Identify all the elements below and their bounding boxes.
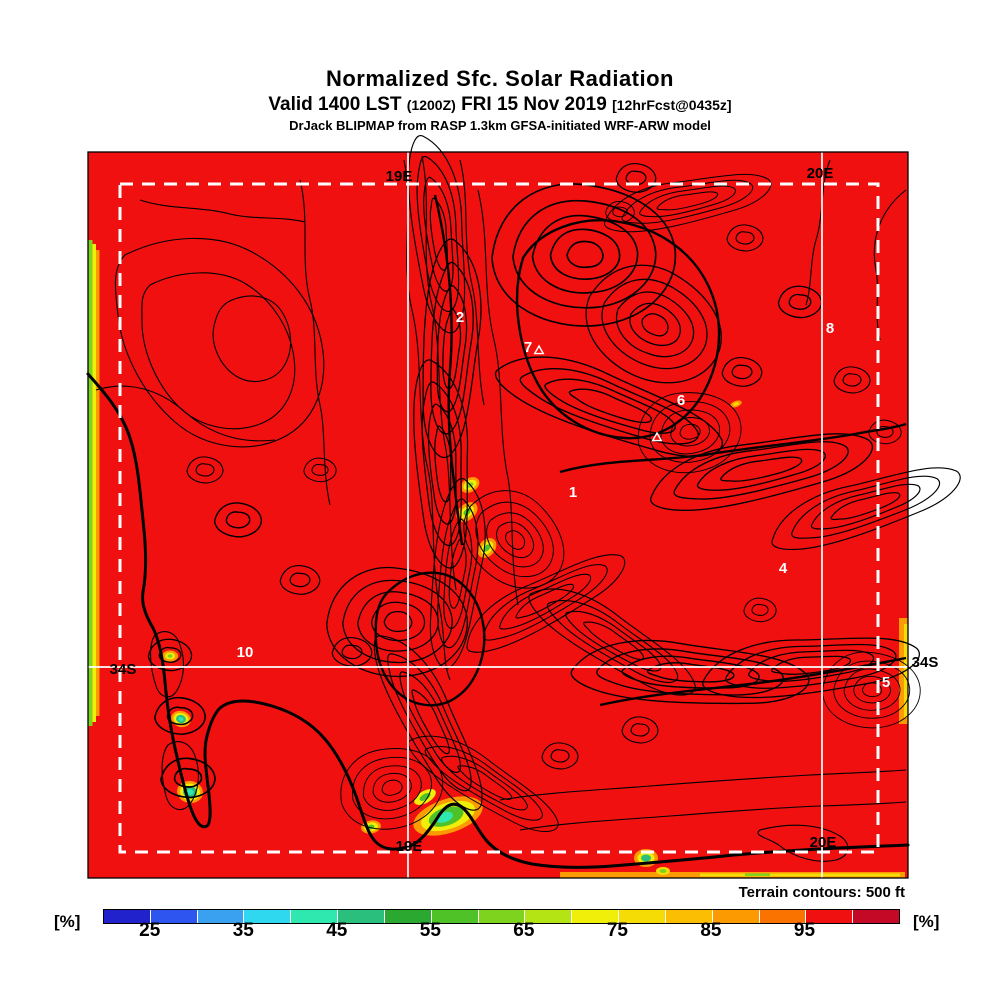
model-line: DrJack BLIPMAP from RASP 1.3km GFSA-init… [289, 118, 711, 134]
colorbar-segment [572, 910, 620, 923]
colorbar-tick-75: 75 [606, 920, 628, 941]
colorbar-segment [384, 910, 432, 923]
grid-label-19e: 19E [386, 168, 413, 185]
colorbar-segment [853, 910, 900, 923]
colorbar-segment [712, 910, 760, 923]
colorbar-segment [759, 910, 807, 923]
site-label-4: 4 [779, 560, 788, 577]
plot-title: Normalized Sfc. Solar Radiation [325, 66, 674, 91]
graticule-lines [88, 152, 908, 878]
valid-fcst: [12hrFcst@0435z] [612, 97, 732, 114]
valid-prefix: Valid 1400 LST [268, 94, 402, 116]
colorbar-unit-right: [%] [913, 912, 940, 931]
site-label-8: 8 [826, 320, 834, 337]
colorbar-tick-95: 95 [793, 920, 816, 941]
grid-label-34s: 34S [110, 661, 137, 678]
site-label-2: 2 [456, 309, 464, 326]
colorbar-segment [291, 910, 339, 923]
colorbar-tick-85: 85 [700, 920, 722, 941]
colorbar-segment [619, 910, 666, 923]
colorbar-tick-45: 45 [326, 920, 348, 941]
colorbar-segment [806, 910, 854, 923]
valid-time-line: Valid 1400 LST (1200Z) FRI 15 Nov 2019 [… [0, 94, 1000, 116]
grid-label-20e: 20E [810, 834, 837, 851]
colorbar-segment [431, 910, 479, 923]
colorbar-segment [244, 910, 292, 923]
site-label-5: 5 [882, 674, 890, 691]
site-triangle-marker [651, 431, 663, 442]
site-triangle-marker [533, 344, 545, 355]
site-label-6: 6 [677, 392, 685, 409]
colorbar-tick-55: 55 [419, 920, 441, 941]
site-label-10: 10 [237, 644, 254, 661]
colorbar-segment [525, 910, 573, 923]
colorbar-segment [150, 910, 198, 923]
grid-label-34s: 34S [912, 654, 939, 671]
colorbar-tick-65: 65 [513, 920, 535, 941]
colorbar-unit-left: [%] [54, 912, 81, 931]
colorbar-ticks: 25 35 45 55 65 75 85 95 [103, 920, 898, 944]
colorbar-tick-35: 35 [232, 920, 254, 941]
colorbar-segment [104, 910, 151, 923]
valid-zulu: (1200Z) [406, 97, 456, 114]
colorbar-segment [338, 910, 385, 923]
colorbar-segment [665, 910, 713, 923]
colorbar-tick-25: 25 [139, 920, 161, 941]
grid-label-19e: 19E [396, 838, 423, 855]
colorbar-segment [197, 910, 245, 923]
plot-header: Normalized Sfc. Solar Radiation Valid 14… [0, 66, 1000, 134]
site-label-1: 1 [569, 484, 577, 501]
graticule-labels: 19E 20E 34S 34S 19E 20E [110, 165, 939, 855]
site-markers [533, 344, 663, 442]
coastline [86, 372, 910, 869]
colorbar-segments [103, 909, 900, 924]
domain-boundary [118, 182, 880, 854]
colorbar-segment [478, 910, 526, 923]
site-labels: 1 2 4 5 6 7 8 10 [237, 309, 891, 691]
grid-label-20e: 20E [807, 165, 834, 182]
terrain-contours-note: Terrain contours: 500 ft [738, 884, 905, 901]
site-label-7: 7 [524, 339, 532, 356]
valid-date: FRI 15 Nov 2019 [461, 94, 607, 116]
map-frame [87, 151, 909, 879]
